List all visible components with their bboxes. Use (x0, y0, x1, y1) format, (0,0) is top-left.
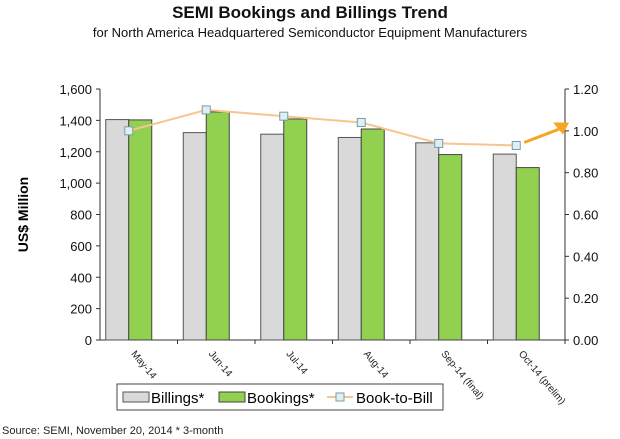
marker-book-to-bill (279, 111, 289, 121)
y2-tick-label: 1.00 (573, 124, 598, 139)
y-axis-label: US$ Million (15, 177, 31, 252)
bar-billings (337, 136, 362, 341)
trend-arrow (523, 126, 564, 144)
bar-billings (182, 132, 207, 341)
legend-label-bookings: Bookings* (247, 390, 315, 407)
y-tick-label: 600 (70, 239, 92, 254)
bar-bookings (360, 128, 385, 341)
y2-tick-label: 0.20 (573, 291, 598, 306)
legend-swatch-marker (335, 392, 345, 402)
y2-tick-label: 0.00 (573, 333, 598, 348)
y-tick-label: 0 (85, 333, 92, 348)
y2-tick-label: 0.80 (573, 166, 598, 181)
x-tick-label: Jun-14 (206, 349, 234, 380)
source-note: Source: SEMI, November 20, 2014 * 3-mont… (2, 425, 224, 437)
trend-arrow-head (553, 122, 569, 135)
marker-book-to-bill (511, 140, 521, 150)
x-tick-label: Jul-14 (283, 349, 309, 377)
bar-bookings (205, 111, 230, 341)
y-tick-label: 1,000 (59, 176, 92, 191)
x-tick-label: Oct-14 (prelim) (516, 349, 567, 407)
bar-billings (492, 153, 517, 341)
marker-book-to-bill (201, 105, 211, 115)
legend-swatch-bookings (218, 391, 246, 403)
bar-bookings (283, 118, 308, 341)
y-tick-label: 800 (70, 208, 92, 223)
legend-label-book-to-bill: Book-to-Bill (356, 390, 433, 407)
marker-book-to-bill (356, 117, 366, 127)
y-tick-label: 200 (70, 302, 92, 317)
bar-bookings (128, 119, 153, 341)
bar-bookings (438, 154, 463, 341)
y-tick-label: 1,200 (59, 145, 92, 160)
line-book-to-bill (128, 108, 517, 147)
bar-bookings (515, 167, 540, 341)
x-tick-label: Sep-14 (final) (438, 349, 485, 402)
bar-billings (105, 119, 130, 341)
y-tick-label: 1,400 (59, 113, 92, 128)
marker-book-to-bill (434, 138, 444, 148)
chart-subtitle: for North America Headquartered Semicond… (92, 25, 528, 40)
y2-tick-label: 0.60 (573, 208, 598, 223)
legend-label-billings: Billings* (151, 390, 205, 407)
y2-tick-label: 1.20 (573, 82, 598, 97)
legend-swatch-billings (122, 391, 150, 403)
y-tick-label: 400 (70, 270, 92, 285)
chart-title: SEMI Bookings and Billings Trend (172, 3, 448, 22)
bar-billings (415, 142, 440, 341)
x-tick-label: May-14 (128, 349, 158, 382)
x-tick-label: Aug-14 (361, 349, 390, 381)
bar-billings (260, 133, 285, 341)
legend (116, 383, 444, 411)
marker-book-to-bill (124, 126, 134, 136)
y2-tick-label: 0.40 (573, 249, 598, 264)
y-tick-label: 1,600 (59, 82, 92, 97)
